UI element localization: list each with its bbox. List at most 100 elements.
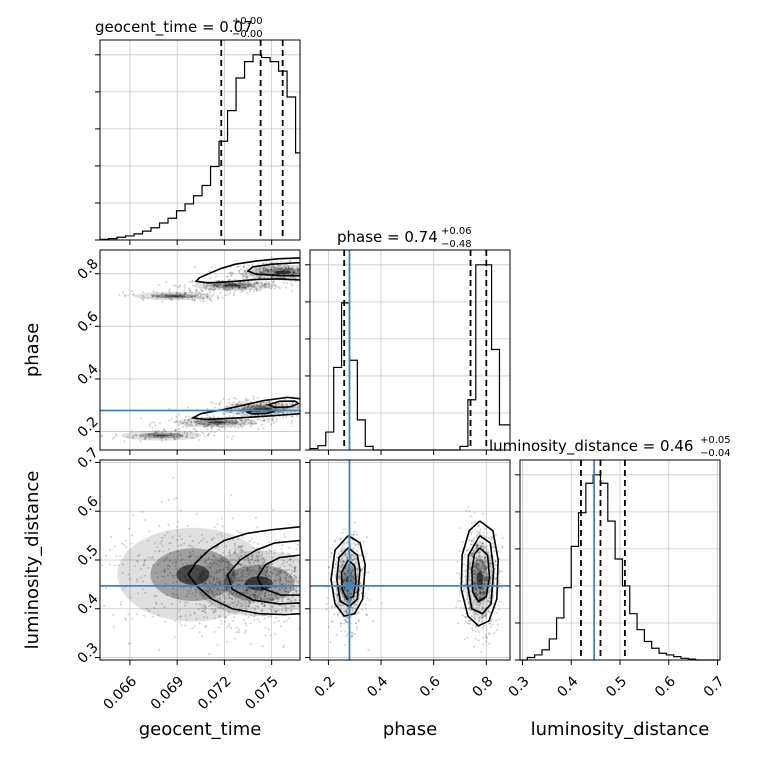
sample-point <box>282 407 285 410</box>
sample-point <box>247 605 250 608</box>
sample-point <box>183 286 186 289</box>
sample-point <box>224 427 227 430</box>
sample-point <box>238 281 241 284</box>
sample-point <box>206 296 209 299</box>
sample-point <box>289 589 292 592</box>
sample-point <box>463 587 466 590</box>
sample-point <box>237 265 240 268</box>
sample-point <box>477 568 480 571</box>
sample-point <box>262 268 265 271</box>
sample-point <box>128 527 131 530</box>
sample-point <box>485 565 488 568</box>
sample-point <box>245 399 248 402</box>
sample-point <box>235 412 238 415</box>
sample-point <box>292 271 295 274</box>
sample-point <box>253 403 256 406</box>
sample-point <box>301 269 303 271</box>
sample-point <box>463 587 466 590</box>
sample-point <box>469 590 472 593</box>
sample-point <box>183 421 186 424</box>
sample-point <box>287 596 290 599</box>
sample-point <box>205 424 208 427</box>
sample-point <box>264 286 267 289</box>
sample-point <box>297 405 300 408</box>
sample-point <box>202 537 205 540</box>
sample-point <box>252 406 255 409</box>
sample-point <box>293 574 296 577</box>
sample-point <box>481 572 484 575</box>
sample-point <box>255 406 258 409</box>
sample-point <box>149 434 152 437</box>
sample-point <box>187 423 190 426</box>
sample-point <box>224 289 227 292</box>
sample-point <box>269 615 272 618</box>
sample-point <box>204 422 207 425</box>
sample-point <box>258 269 261 272</box>
sample-point <box>254 608 257 611</box>
sample-point <box>245 286 248 289</box>
sample-point <box>231 404 234 407</box>
sample-point <box>191 550 194 553</box>
sample-point <box>478 619 481 622</box>
sample-point <box>243 582 246 585</box>
sample-point <box>274 600 277 603</box>
x-tick-label: 0.7 <box>701 673 728 700</box>
sample-point <box>241 604 244 607</box>
sample-point <box>472 572 475 575</box>
sample-point <box>172 576 175 579</box>
sample-point <box>360 586 363 589</box>
sample-point <box>289 403 292 406</box>
sample-point <box>256 597 259 600</box>
sample-point <box>369 627 371 629</box>
sample-point <box>264 283 267 286</box>
sample-point <box>230 419 233 422</box>
sample-point <box>475 544 478 547</box>
sample-point <box>280 267 283 270</box>
sample-point <box>482 590 485 593</box>
sample-point <box>224 286 227 289</box>
sample-point <box>247 556 250 559</box>
sample-point <box>291 273 294 276</box>
sample-point <box>224 616 227 619</box>
sample-point <box>363 595 366 598</box>
sample-point <box>256 269 259 272</box>
sample-point <box>235 626 238 629</box>
sample-point <box>254 597 257 600</box>
y-tick-label: 0.7 <box>75 445 102 472</box>
sample-point <box>314 573 316 575</box>
sample-point <box>206 292 209 295</box>
sample-point <box>127 642 130 645</box>
sample-point <box>311 271 313 273</box>
sample-point <box>138 553 141 556</box>
sample-point <box>489 622 492 625</box>
sample-point <box>241 285 244 288</box>
panel-frame <box>99 39 301 241</box>
sample-point <box>279 579 282 582</box>
sample-point <box>270 266 273 269</box>
sample-point <box>175 567 178 570</box>
sample-point <box>150 421 153 424</box>
sample-point <box>334 563 337 566</box>
sample-point <box>288 616 291 619</box>
sample-point <box>334 563 337 566</box>
density-contour <box>190 396 300 421</box>
sample-point <box>344 560 347 563</box>
sample-point <box>216 588 219 591</box>
sample-point <box>293 271 296 274</box>
sample-point <box>306 586 308 588</box>
sample-point <box>265 270 268 273</box>
sample-point <box>346 607 349 610</box>
sample-point <box>230 592 233 595</box>
sample-point <box>131 435 134 438</box>
sample-point <box>229 292 232 295</box>
sample-point <box>242 571 245 574</box>
sample-point <box>189 589 192 592</box>
sample-point <box>254 270 257 273</box>
sample-point <box>226 275 229 278</box>
sample-point <box>294 566 297 569</box>
sample-point <box>478 569 481 572</box>
sample-point <box>246 588 249 591</box>
sample-point <box>236 599 239 602</box>
sample-point <box>240 545 243 548</box>
sample-point <box>352 606 355 609</box>
